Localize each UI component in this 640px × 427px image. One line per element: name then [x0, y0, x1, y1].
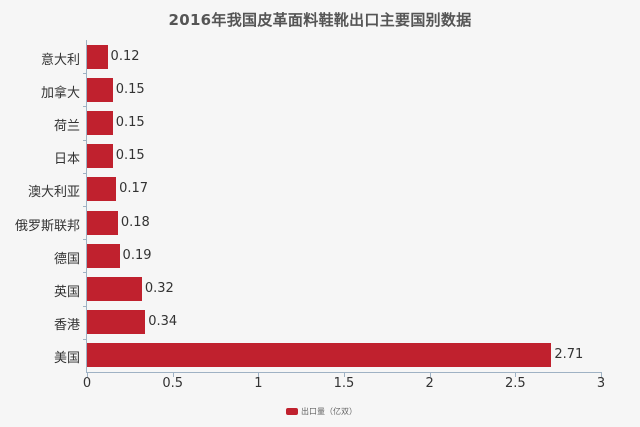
x-tick-label: 3: [596, 376, 606, 391]
bar[interactable]: [87, 177, 117, 202]
x-tick-label: 2: [425, 376, 434, 391]
value-label: 0.12: [110, 48, 140, 64]
legend-swatch: [286, 408, 298, 415]
legend-label: 出口量（亿双）: [301, 407, 357, 416]
y-tick: [83, 106, 87, 108]
y-tick: [83, 172, 87, 174]
chart-title: 2016年我国皮革面料鞋靴出口主要国别数据: [168, 11, 472, 29]
value-label: 0.34: [148, 314, 178, 330]
category-label: 加拿大: [40, 85, 80, 101]
category-label: 澳大利亚: [27, 185, 80, 201]
x-tick: [429, 372, 431, 377]
category-label: 香港: [53, 318, 80, 334]
x-tick-label: 0.5: [162, 376, 183, 391]
bar[interactable]: [87, 44, 108, 69]
value-label: 0.32: [144, 281, 174, 296]
x-tick-label: 2.5: [504, 376, 526, 391]
value-label: 0.15: [115, 81, 145, 97]
category-label: 美国: [53, 351, 80, 367]
bar[interactable]: [87, 343, 552, 368]
x-tick-label: 1.5: [333, 376, 355, 391]
bar[interactable]: [87, 243, 120, 268]
y-tick: [83, 239, 87, 241]
category-label: 英国: [53, 285, 80, 300]
value-label: 0.15: [115, 148, 145, 164]
bar[interactable]: [87, 111, 113, 135]
value-label: 0.17: [119, 181, 149, 197]
value-label: 0.19: [122, 247, 152, 263]
category-label: 荷兰: [53, 119, 80, 134]
y-tick: [83, 139, 87, 141]
x-tick-label: 0: [82, 376, 92, 391]
value-label: 0.15: [115, 115, 145, 130]
x-tick: [515, 372, 517, 377]
y-tick: [83, 206, 87, 207]
category-label: 俄罗斯联邦: [14, 218, 80, 234]
legend[interactable]: 出口量（亿双）: [286, 406, 357, 417]
x-tick: [344, 372, 345, 377]
bar[interactable]: [87, 144, 113, 169]
y-tick: [83, 272, 87, 274]
value-label: 2.71: [554, 347, 584, 363]
x-tick-label: 1: [254, 376, 263, 391]
x-tick: [172, 372, 174, 377]
bar[interactable]: [87, 210, 118, 235]
bar[interactable]: [87, 310, 146, 335]
y-tick: [83, 305, 87, 307]
category-label: 日本: [53, 152, 80, 168]
category-label: 意大利: [40, 52, 80, 68]
x-tick: [258, 372, 260, 377]
x-tick: [601, 372, 602, 377]
category-label: 德国: [53, 251, 80, 267]
y-tick: [83, 73, 87, 75]
y-tick: [83, 338, 87, 340]
bar[interactable]: [87, 277, 142, 301]
x-tick: [87, 372, 88, 377]
bar[interactable]: [87, 77, 113, 102]
value-label: 0.18: [120, 214, 150, 230]
